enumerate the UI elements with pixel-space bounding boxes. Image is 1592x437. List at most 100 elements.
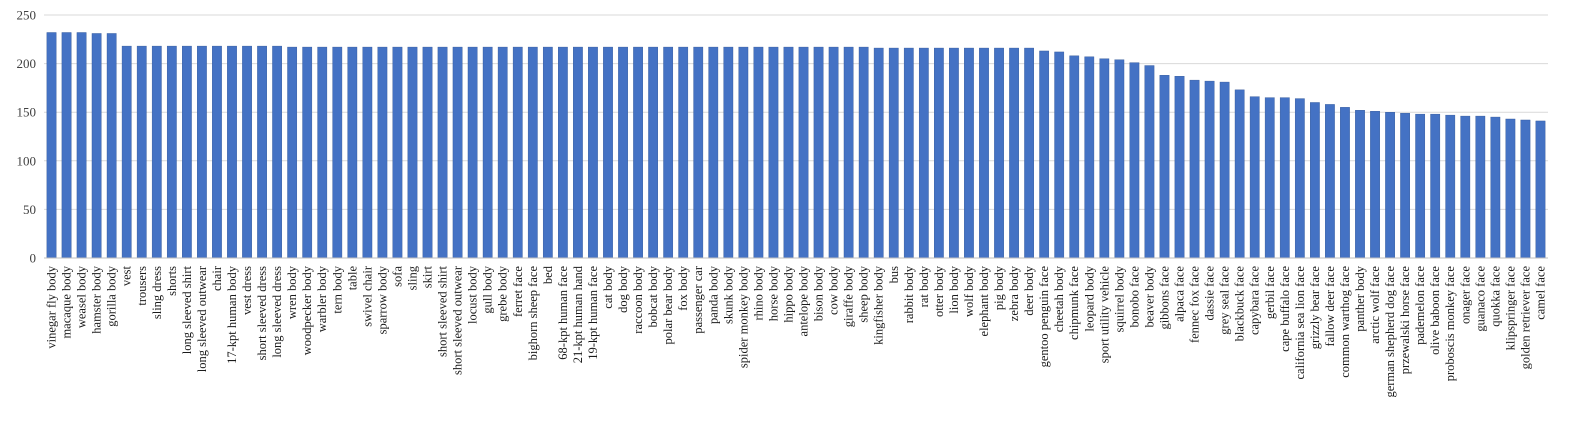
x-category-label: gibbons face (1157, 266, 1171, 330)
x-category-label: fennec fox face (1188, 266, 1202, 343)
bar (588, 46, 598, 259)
x-category-label: california sea lion face (1293, 266, 1307, 380)
bar (1069, 55, 1080, 259)
x-category-label: deer body (1022, 265, 1036, 315)
y-tick-label: 100 (17, 153, 37, 168)
bar (1144, 65, 1155, 259)
x-category-label: skirt (421, 265, 435, 288)
x-category-label: passenger car (691, 265, 705, 334)
bar (302, 46, 313, 259)
bar (467, 46, 478, 259)
x-category-label: chair (210, 265, 224, 291)
x-category-label: bus (887, 266, 901, 284)
y-tick-label: 200 (17, 56, 37, 71)
bar (1114, 59, 1125, 259)
bar (1415, 113, 1426, 259)
x-category-label: long sleeved dress (270, 266, 284, 358)
x-category-label: hamster body (90, 265, 104, 333)
bar (1129, 62, 1140, 259)
bar (1009, 47, 1019, 259)
x-category-label: alpaca face (1173, 266, 1187, 322)
x-category-label: panther body (1353, 265, 1367, 331)
x-category-label: bonobo face (1127, 266, 1141, 328)
bar (1024, 47, 1034, 259)
x-category-label: golden retriever face (1518, 266, 1532, 370)
bar (392, 46, 403, 259)
x-axis-category-labels: vinegar fly body macaque body weasel body h… (45, 265, 1548, 397)
x-category-label: vest dress (240, 266, 254, 315)
bar (272, 45, 282, 259)
bar (377, 46, 388, 259)
x-category-label: weasel body (75, 265, 89, 328)
bar (422, 46, 433, 259)
bar (994, 47, 1004, 259)
bar (708, 46, 719, 259)
x-category-label: short sleeved shirt (436, 265, 450, 356)
bar (934, 47, 944, 259)
x-category-label: lion body (947, 265, 961, 313)
bar (1460, 115, 1471, 259)
x-category-label: 19-kpt human face (586, 266, 600, 360)
x-category-label: gorilla body (105, 265, 119, 327)
x-category-label: klipspringer face (1503, 266, 1517, 351)
bar (362, 46, 373, 259)
bar (723, 46, 734, 259)
x-category-label: giraffe body (842, 265, 856, 327)
x-category-label: short sleeved dress (255, 266, 269, 361)
bar (46, 32, 57, 259)
x-category-label: german shepherd dog face (1383, 266, 1397, 398)
x-category-label: dassie face (1203, 266, 1217, 321)
x-category-label: vest (120, 265, 134, 286)
y-tick-label: 250 (17, 8, 37, 23)
y-tick-label: 0 (30, 251, 37, 266)
bar (287, 46, 298, 259)
bar (858, 46, 869, 259)
x-category-label: proboscis monkey face (1443, 266, 1457, 382)
x-category-label: bed (541, 265, 555, 284)
bar (91, 33, 102, 259)
x-category-label: quokka face (1488, 266, 1502, 327)
x-category-label: sling (405, 265, 419, 290)
x-category-label: rabbit body (902, 265, 916, 323)
bar (1234, 89, 1245, 259)
x-category-label: cape buffalo face (1278, 266, 1292, 352)
x-category-label: antelope body (797, 265, 811, 336)
bar (1505, 118, 1516, 259)
x-category-label: trousers (135, 266, 149, 306)
bar (242, 45, 252, 259)
bar (1249, 96, 1260, 259)
x-category-label: locust body (466, 265, 480, 324)
bar (738, 46, 749, 259)
bar (1385, 111, 1395, 259)
x-category-label: swivel chair (360, 265, 374, 327)
bar (347, 46, 358, 259)
bars (46, 32, 1546, 259)
x-category-label: spider monkey body (736, 265, 750, 368)
x-category-label: sling dress (150, 266, 164, 319)
x-category-label: 17-kpt human body (225, 265, 239, 364)
x-category-label: raccoon body (631, 265, 645, 333)
x-category-label: table (345, 266, 359, 291)
x-category-label: hippo body (781, 265, 795, 322)
x-category-label: guanaco face (1473, 266, 1487, 332)
bar (542, 46, 553, 259)
x-category-label: skunk body (721, 265, 735, 324)
bar (332, 46, 343, 259)
bar (1445, 114, 1456, 259)
x-category-label: bighorn sheep face (526, 266, 540, 361)
bar (212, 45, 222, 259)
bar (1520, 119, 1531, 259)
bar (603, 46, 613, 259)
x-category-label: gull body (481, 265, 495, 313)
x-category-label: leopard body (1082, 265, 1096, 331)
bar (197, 45, 207, 259)
x-category-label: camel face (1533, 266, 1547, 320)
bar (1325, 104, 1335, 259)
bar (918, 47, 929, 259)
y-axis-tick-labels: 0 50 100 150 200 250 (17, 8, 37, 266)
bar (1039, 50, 1050, 259)
bar (1174, 76, 1185, 259)
bar (888, 47, 899, 259)
x-category-label: przewalski horse face (1398, 266, 1412, 375)
